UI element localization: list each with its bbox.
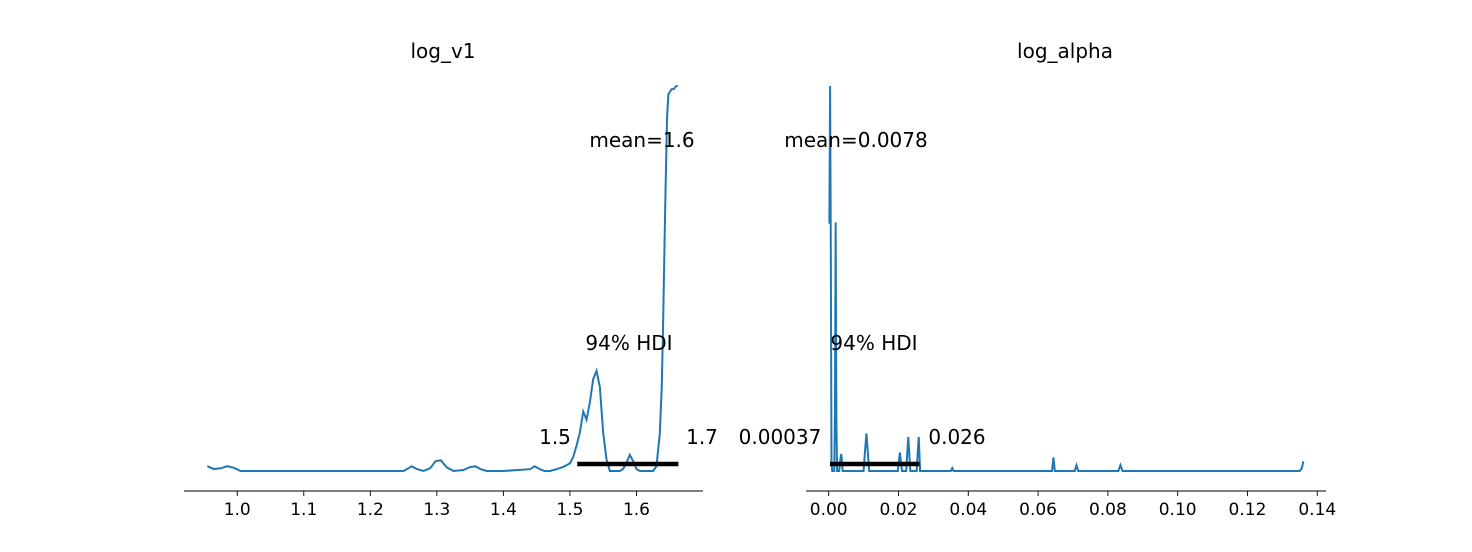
- x-ticks: 1.0 1.1 1.2 1.3 1.4 1.5 1.6: [224, 491, 650, 520]
- x-tick-label: 0.12: [1229, 500, 1267, 520]
- x-tick-label: 1.1: [290, 500, 317, 520]
- x-tick-label: 1.6: [623, 500, 650, 520]
- x-tick-label: 0.02: [880, 500, 918, 520]
- x-tick-label: 1.2: [357, 500, 384, 520]
- x-ticks: 0.00 0.02 0.04 0.06 0.08 0.10 0.12 0.14: [810, 491, 1336, 520]
- x-tick-label: 1.4: [490, 500, 517, 520]
- panel-log-v1: log_v1 mean=1.6 94% HDI 1.5 1.7 1.0 1.1 1.…: [184, 39, 718, 520]
- hdi-label: 94% HDI: [830, 331, 917, 355]
- x-tick-label: 1.5: [556, 500, 583, 520]
- x-tick-label: 0.08: [1089, 500, 1127, 520]
- x-tick-label: 1.3: [423, 500, 450, 520]
- panel-title: log_v1: [410, 39, 475, 63]
- density-curve: [828, 85, 1305, 472]
- mean-label: mean=1.6: [589, 128, 694, 152]
- mean-label: mean=0.0078: [784, 128, 927, 152]
- hdi-low-label: 1.5: [539, 425, 571, 449]
- density-curve: [206, 85, 678, 473]
- hdi-high-label: 1.7: [686, 425, 718, 449]
- x-tick-label: 1.0: [224, 500, 251, 520]
- hdi-low-label: 0.00037: [739, 425, 822, 449]
- x-tick-label: 0.10: [1159, 500, 1197, 520]
- hdi-high-label: 0.026: [928, 425, 985, 449]
- x-tick-label: 0.14: [1298, 500, 1336, 520]
- panel-log-alpha: log_alpha mean=0.0078 94% HDI 0.00037 0.…: [739, 39, 1337, 520]
- x-tick-label: 0.00: [810, 500, 848, 520]
- panel-title: log_alpha: [1017, 39, 1113, 63]
- x-tick-label: 0.06: [1019, 500, 1057, 520]
- hdi-label: 94% HDI: [585, 331, 672, 355]
- x-tick-label: 0.04: [949, 500, 987, 520]
